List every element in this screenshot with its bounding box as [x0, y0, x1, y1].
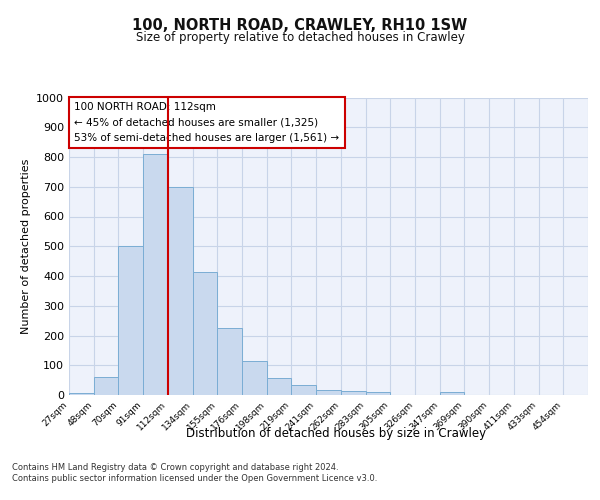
Y-axis label: Number of detached properties: Number of detached properties [20, 158, 31, 334]
Bar [217, 328, 242, 395]
Bar [118, 246, 143, 395]
Text: Distribution of detached houses by size in Crawley: Distribution of detached houses by size … [186, 428, 486, 440]
Bar [168, 187, 193, 395]
Text: 100, NORTH ROAD, CRAWLEY, RH10 1SW: 100, NORTH ROAD, CRAWLEY, RH10 1SW [133, 18, 467, 32]
Bar [341, 391, 365, 395]
Bar [440, 392, 464, 395]
Bar [242, 361, 267, 395]
Text: Size of property relative to detached houses in Crawley: Size of property relative to detached ho… [136, 32, 464, 44]
Bar [193, 272, 217, 395]
Bar [143, 154, 168, 395]
Text: Contains public sector information licensed under the Open Government Licence v3: Contains public sector information licen… [12, 474, 377, 483]
Bar [267, 378, 292, 395]
Bar [316, 390, 341, 395]
Text: Contains HM Land Registry data © Crown copyright and database right 2024.: Contains HM Land Registry data © Crown c… [12, 462, 338, 471]
Bar [365, 392, 390, 395]
Text: 100 NORTH ROAD: 112sqm
← 45% of detached houses are smaller (1,325)
53% of semi-: 100 NORTH ROAD: 112sqm ← 45% of detached… [74, 102, 340, 143]
Bar [94, 377, 118, 395]
Bar [292, 384, 316, 395]
Bar [69, 392, 94, 395]
